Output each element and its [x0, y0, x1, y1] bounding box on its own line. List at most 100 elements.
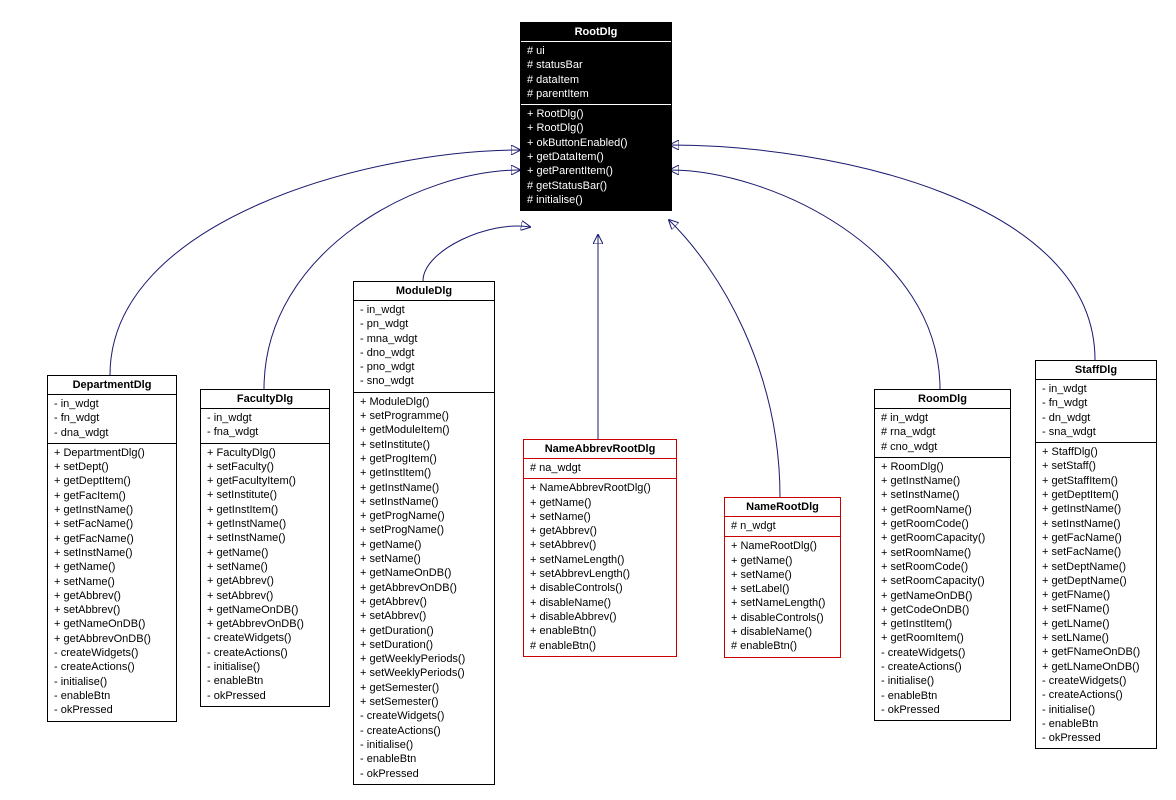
class-method: + getFacName() — [54, 532, 170, 546]
class-method: - initialise() — [54, 675, 170, 689]
class-method: - enableBtn — [360, 752, 488, 766]
class-attr: - dn_wdgt — [1042, 411, 1150, 425]
class-method: + setAbbrev() — [360, 609, 488, 623]
class-departmentdlg: DepartmentDlg - in_wdgt- fn_wdgt- dna_wd… — [47, 375, 177, 722]
class-method: + setInstName() — [54, 546, 170, 560]
class-attr: - fn_wdgt — [54, 411, 170, 425]
class-method: + getNameOnDB() — [360, 566, 488, 580]
class-methods: + DepartmentDlg()+ setDept()+ getDeptIte… — [48, 443, 176, 721]
class-attr: - mna_wdgt — [360, 332, 488, 346]
class-method: + setFName() — [1042, 602, 1150, 616]
class-method: + setInstName() — [1042, 517, 1150, 531]
class-method: + enableBtn() — [530, 624, 670, 638]
class-method: # enableBtn() — [530, 639, 670, 653]
class-attr: - fn_wdgt — [1042, 396, 1150, 410]
class-method: + getName() — [530, 496, 670, 510]
class-attrs: # in_wdgt# rna_wdgt# cno_wdgt — [875, 408, 1010, 457]
class-attr: - pno_wdgt — [360, 360, 488, 374]
class-method: + setAbbrev() — [530, 538, 670, 552]
class-attrs: - in_wdgt- fn_wdgt- dn_wdgt- sna_wdgt — [1036, 379, 1156, 442]
class-method: - initialise() — [881, 674, 1004, 688]
class-method: + setSemester() — [360, 695, 488, 709]
class-method: + setFacName() — [54, 517, 170, 531]
class-method: + okButtonEnabled() — [527, 136, 665, 150]
class-method: + setFacName() — [1042, 545, 1150, 559]
class-title: StaffDlg — [1036, 361, 1156, 379]
class-method: + disableName() — [530, 596, 670, 610]
class-method: + setName() — [530, 510, 670, 524]
class-attr: # cno_wdgt — [881, 440, 1004, 454]
class-method: + getDataItem() — [527, 150, 665, 164]
class-method: + setProgName() — [360, 523, 488, 537]
class-method: + getFName() — [1042, 588, 1150, 602]
class-attrs: # n_wdgt — [725, 516, 840, 536]
class-method: + getFacName() — [1042, 531, 1150, 545]
class-method: - okPressed — [881, 703, 1004, 717]
class-attr: # parentItem — [527, 87, 665, 101]
class-method: + getDeptName() — [1042, 574, 1150, 588]
class-method: - createWidgets() — [360, 709, 488, 723]
class-method: + setName() — [54, 575, 170, 589]
class-method: + setInstitute() — [207, 488, 323, 502]
class-method: + setLabel() — [731, 582, 834, 596]
class-method: + setAbbrevLength() — [530, 567, 670, 581]
class-title: DepartmentDlg — [48, 376, 176, 394]
class-title: NameRootDlg — [725, 498, 840, 516]
class-namerootdlg: NameRootDlg # n_wdgt + NameRootDlg()+ ge… — [724, 497, 841, 658]
class-roomdlg: RoomDlg # in_wdgt# rna_wdgt# cno_wdgt + … — [874, 389, 1011, 721]
class-method: - initialise() — [1042, 703, 1150, 717]
class-method: + setNameLength() — [530, 553, 670, 567]
class-method: + getSemester() — [360, 681, 488, 695]
class-method: + RootDlg() — [527, 121, 665, 135]
class-attr: - in_wdgt — [1042, 382, 1150, 396]
class-methods: + NameRootDlg()+ getName()+ setName()+ s… — [725, 536, 840, 656]
class-method: + setName() — [360, 552, 488, 566]
class-attr: # in_wdgt — [881, 411, 1004, 425]
class-method: + getAbbrevOnDB() — [207, 617, 323, 631]
class-method: + setDept() — [54, 460, 170, 474]
class-method: + disableAbbrev() — [530, 610, 670, 624]
class-method: + setLName() — [1042, 631, 1150, 645]
class-method: + setFaculty() — [207, 460, 323, 474]
class-method: + getRoomName() — [881, 503, 1004, 517]
class-method: - createWidgets() — [54, 646, 170, 660]
class-method: + setInstName() — [881, 488, 1004, 502]
class-title: RoomDlg — [875, 390, 1010, 408]
class-attr: - in_wdgt — [54, 397, 170, 411]
class-attrs: - in_wdgt- fna_wdgt — [201, 408, 329, 443]
class-attrs: - in_wdgt- fn_wdgt- dna_wdgt — [48, 394, 176, 443]
class-nameabbrevrootdlg: NameAbbrevRootDlg # na_wdgt + NameAbbrev… — [523, 439, 677, 657]
class-attr: # n_wdgt — [731, 519, 834, 533]
class-method: + getRoomItem() — [881, 631, 1004, 645]
class-methods: + RoomDlg()+ getInstName()+ setInstName(… — [875, 457, 1010, 720]
class-method: - okPressed — [360, 767, 488, 781]
class-method: + getNameOnDB() — [881, 589, 1004, 603]
class-method: + getRoomCode() — [881, 517, 1004, 531]
class-attrs: - in_wdgt- pn_wdgt- mna_wdgt- dno_wdgt- … — [354, 300, 494, 392]
class-rootdlg: RootDlg # ui# statusBar# dataItem# paren… — [520, 22, 672, 211]
class-method: + getCodeOnDB() — [881, 603, 1004, 617]
class-method: + getName() — [207, 546, 323, 560]
class-method: # getStatusBar() — [527, 179, 665, 193]
class-methods: + ModuleDlg()+ setProgramme()+ getModule… — [354, 392, 494, 784]
class-attr: - pn_wdgt — [360, 317, 488, 331]
class-method: + NameRootDlg() — [731, 539, 834, 553]
class-title: RootDlg — [521, 23, 671, 41]
class-attr: - in_wdgt — [207, 411, 323, 425]
class-method: + getAbbrevOnDB() — [360, 581, 488, 595]
class-method: + setNameLength() — [731, 596, 834, 610]
class-method: + getDuration() — [360, 624, 488, 638]
class-method: - initialise() — [207, 660, 323, 674]
class-method: + getNameOnDB() — [207, 603, 323, 617]
class-method: + getModuleItem() — [360, 423, 488, 437]
class-method: + getDeptItem() — [1042, 488, 1150, 502]
class-method: + setWeeklyPeriods() — [360, 666, 488, 680]
class-method: + setInstitute() — [360, 438, 488, 452]
class-method: + setProgramme() — [360, 409, 488, 423]
class-method: + getInstItem() — [360, 466, 488, 480]
class-method: + setAbbrev() — [207, 589, 323, 603]
class-attr: # na_wdgt — [530, 461, 670, 475]
class-method: - createActions() — [54, 660, 170, 674]
class-method: + setInstName() — [360, 495, 488, 509]
class-method: + disableControls() — [731, 611, 834, 625]
